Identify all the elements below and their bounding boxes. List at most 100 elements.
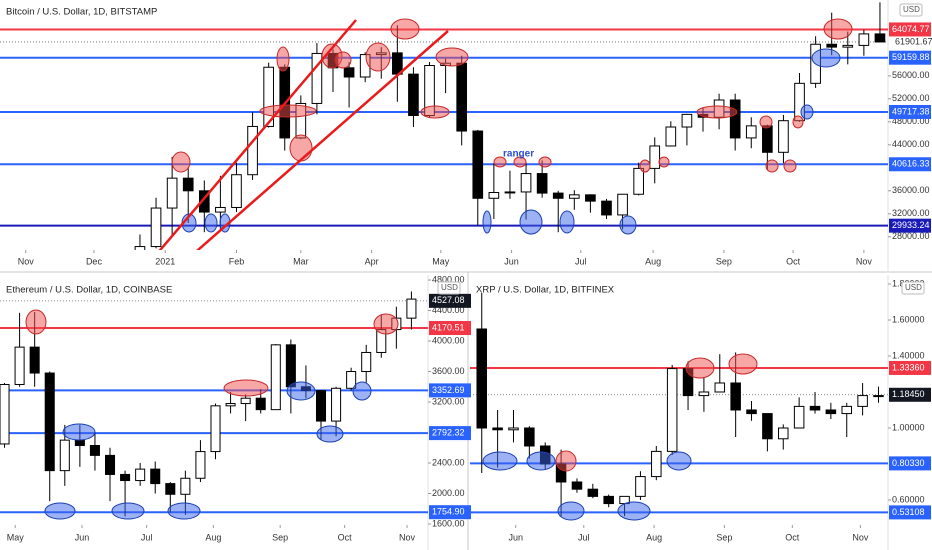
- level-label-box: [889, 218, 931, 233]
- currency-label: USD: [903, 5, 920, 14]
- candle-body: [571, 481, 583, 490]
- x-tick-label: Jun: [504, 256, 519, 266]
- candle-body: [587, 488, 599, 497]
- x-tick-label: Sep: [716, 256, 732, 266]
- annotation-ellipse: [390, 18, 420, 40]
- currency-label: USD: [905, 283, 922, 292]
- candle-body: [762, 125, 773, 153]
- annotation-ellipse: [44, 502, 76, 520]
- x-tick-label: 2021: [155, 256, 175, 266]
- y-tick-label: 4000.00: [432, 335, 465, 345]
- level-label: 49717.38: [892, 106, 930, 116]
- candle-body: [165, 483, 176, 495]
- candle-body: [166, 177, 178, 209]
- candle-body: [842, 44, 854, 48]
- chart-title: XRP / U.S. Dollar, 1D, BITFINEX: [476, 285, 615, 296]
- level-label-box: [889, 456, 931, 471]
- candle-body: [666, 368, 678, 452]
- annotation-ellipse: [420, 105, 450, 119]
- trend-line: [158, 19, 357, 250]
- candle-body: [285, 344, 296, 388]
- candle-body: [585, 194, 596, 202]
- plot-area: [0, 291, 428, 520]
- candle-body: [841, 405, 853, 415]
- candle-body: [746, 409, 757, 415]
- candle-body: [745, 125, 757, 139]
- candle-body: [504, 191, 516, 194]
- candle-body: [150, 207, 162, 248]
- x-tick-label: Dec: [86, 256, 103, 266]
- candle-body: [331, 387, 342, 422]
- annotation-ellipse: [559, 210, 575, 234]
- level-label-box: [889, 22, 931, 37]
- candle-body: [874, 33, 886, 43]
- candle-body: [14, 346, 25, 385]
- candle-body: [681, 113, 693, 128]
- annotation-ellipse: [289, 134, 313, 162]
- level-label: 59159.88: [892, 52, 930, 62]
- candle-body: [255, 397, 266, 411]
- x-tick-label: Feb: [229, 256, 245, 266]
- x-tick-label: Jul: [141, 532, 153, 542]
- candle-body: [59, 439, 70, 472]
- level-label: 0.53108: [892, 507, 925, 517]
- candle-body: [714, 382, 726, 393]
- candle-body: [29, 346, 40, 374]
- candle-body: [263, 66, 274, 127]
- candle-body: [536, 173, 548, 194]
- x-tick-label: Jun: [508, 532, 523, 542]
- y-tick-label: 1.00000: [892, 422, 925, 432]
- level-label-box: [889, 360, 931, 375]
- y-tick-label: 44000.00: [892, 139, 930, 149]
- price-label: 1.18450: [892, 389, 925, 399]
- chart-title: Bitcoin / U.S. Dollar, 1D, BITSTAMP: [6, 7, 157, 18]
- y-tick-label: 1600.00: [432, 518, 465, 528]
- candle-body: [665, 126, 677, 147]
- annotation-ellipse: [557, 501, 585, 521]
- level-label-box: [889, 50, 931, 65]
- candle-body: [472, 130, 484, 199]
- level-label: 0.80330: [892, 458, 925, 468]
- candle-body: [730, 382, 741, 411]
- candle-body: [601, 200, 612, 216]
- y-tick-label: 0.60000: [892, 494, 925, 504]
- candle-body: [231, 174, 242, 208]
- candle-body: [857, 395, 868, 407]
- annotation-ellipse: [619, 215, 637, 235]
- x-tick-label: Jun: [75, 532, 90, 542]
- candle-body: [180, 477, 191, 495]
- candle-body: [492, 427, 503, 431]
- annotation-ellipse: [316, 425, 344, 443]
- annotation-ellipse: [223, 379, 269, 397]
- y-tick-label: 4400.00: [432, 305, 465, 315]
- annotation-ellipse: [765, 159, 779, 173]
- level-label-box: [429, 383, 471, 398]
- candle-body: [520, 173, 532, 193]
- y-tick-label: 32000.00: [892, 208, 930, 218]
- y-tick-label: 2000.00: [432, 488, 465, 498]
- y-tick-label: 4800.00: [432, 274, 465, 284]
- candle-body: [182, 177, 194, 192]
- chart-title: Ethereum / U.S. Dollar, 1D, COINBASE: [6, 285, 172, 296]
- annotation-ellipse: [685, 357, 715, 379]
- level-label-box: [429, 426, 471, 441]
- candle-body: [778, 120, 789, 153]
- candle-body: [524, 427, 535, 447]
- candle-body: [343, 67, 355, 78]
- price-label: 4527.08: [432, 295, 465, 305]
- annotation-ellipse: [728, 353, 758, 375]
- candle-body: [649, 145, 661, 169]
- candle-body: [240, 397, 251, 405]
- annotation-ellipse: [435, 47, 469, 67]
- candle-body: [873, 395, 884, 398]
- annotation-ellipse: [759, 115, 773, 129]
- annotation-ellipse: [538, 156, 552, 168]
- annotation-ellipse: [555, 450, 577, 472]
- candle-body: [552, 192, 564, 199]
- annotation-ellipse: [617, 501, 651, 521]
- candle-body: [858, 33, 870, 46]
- price-label-box: [889, 387, 931, 402]
- annotation-ellipse: [482, 210, 492, 234]
- candle-body: [406, 298, 417, 319]
